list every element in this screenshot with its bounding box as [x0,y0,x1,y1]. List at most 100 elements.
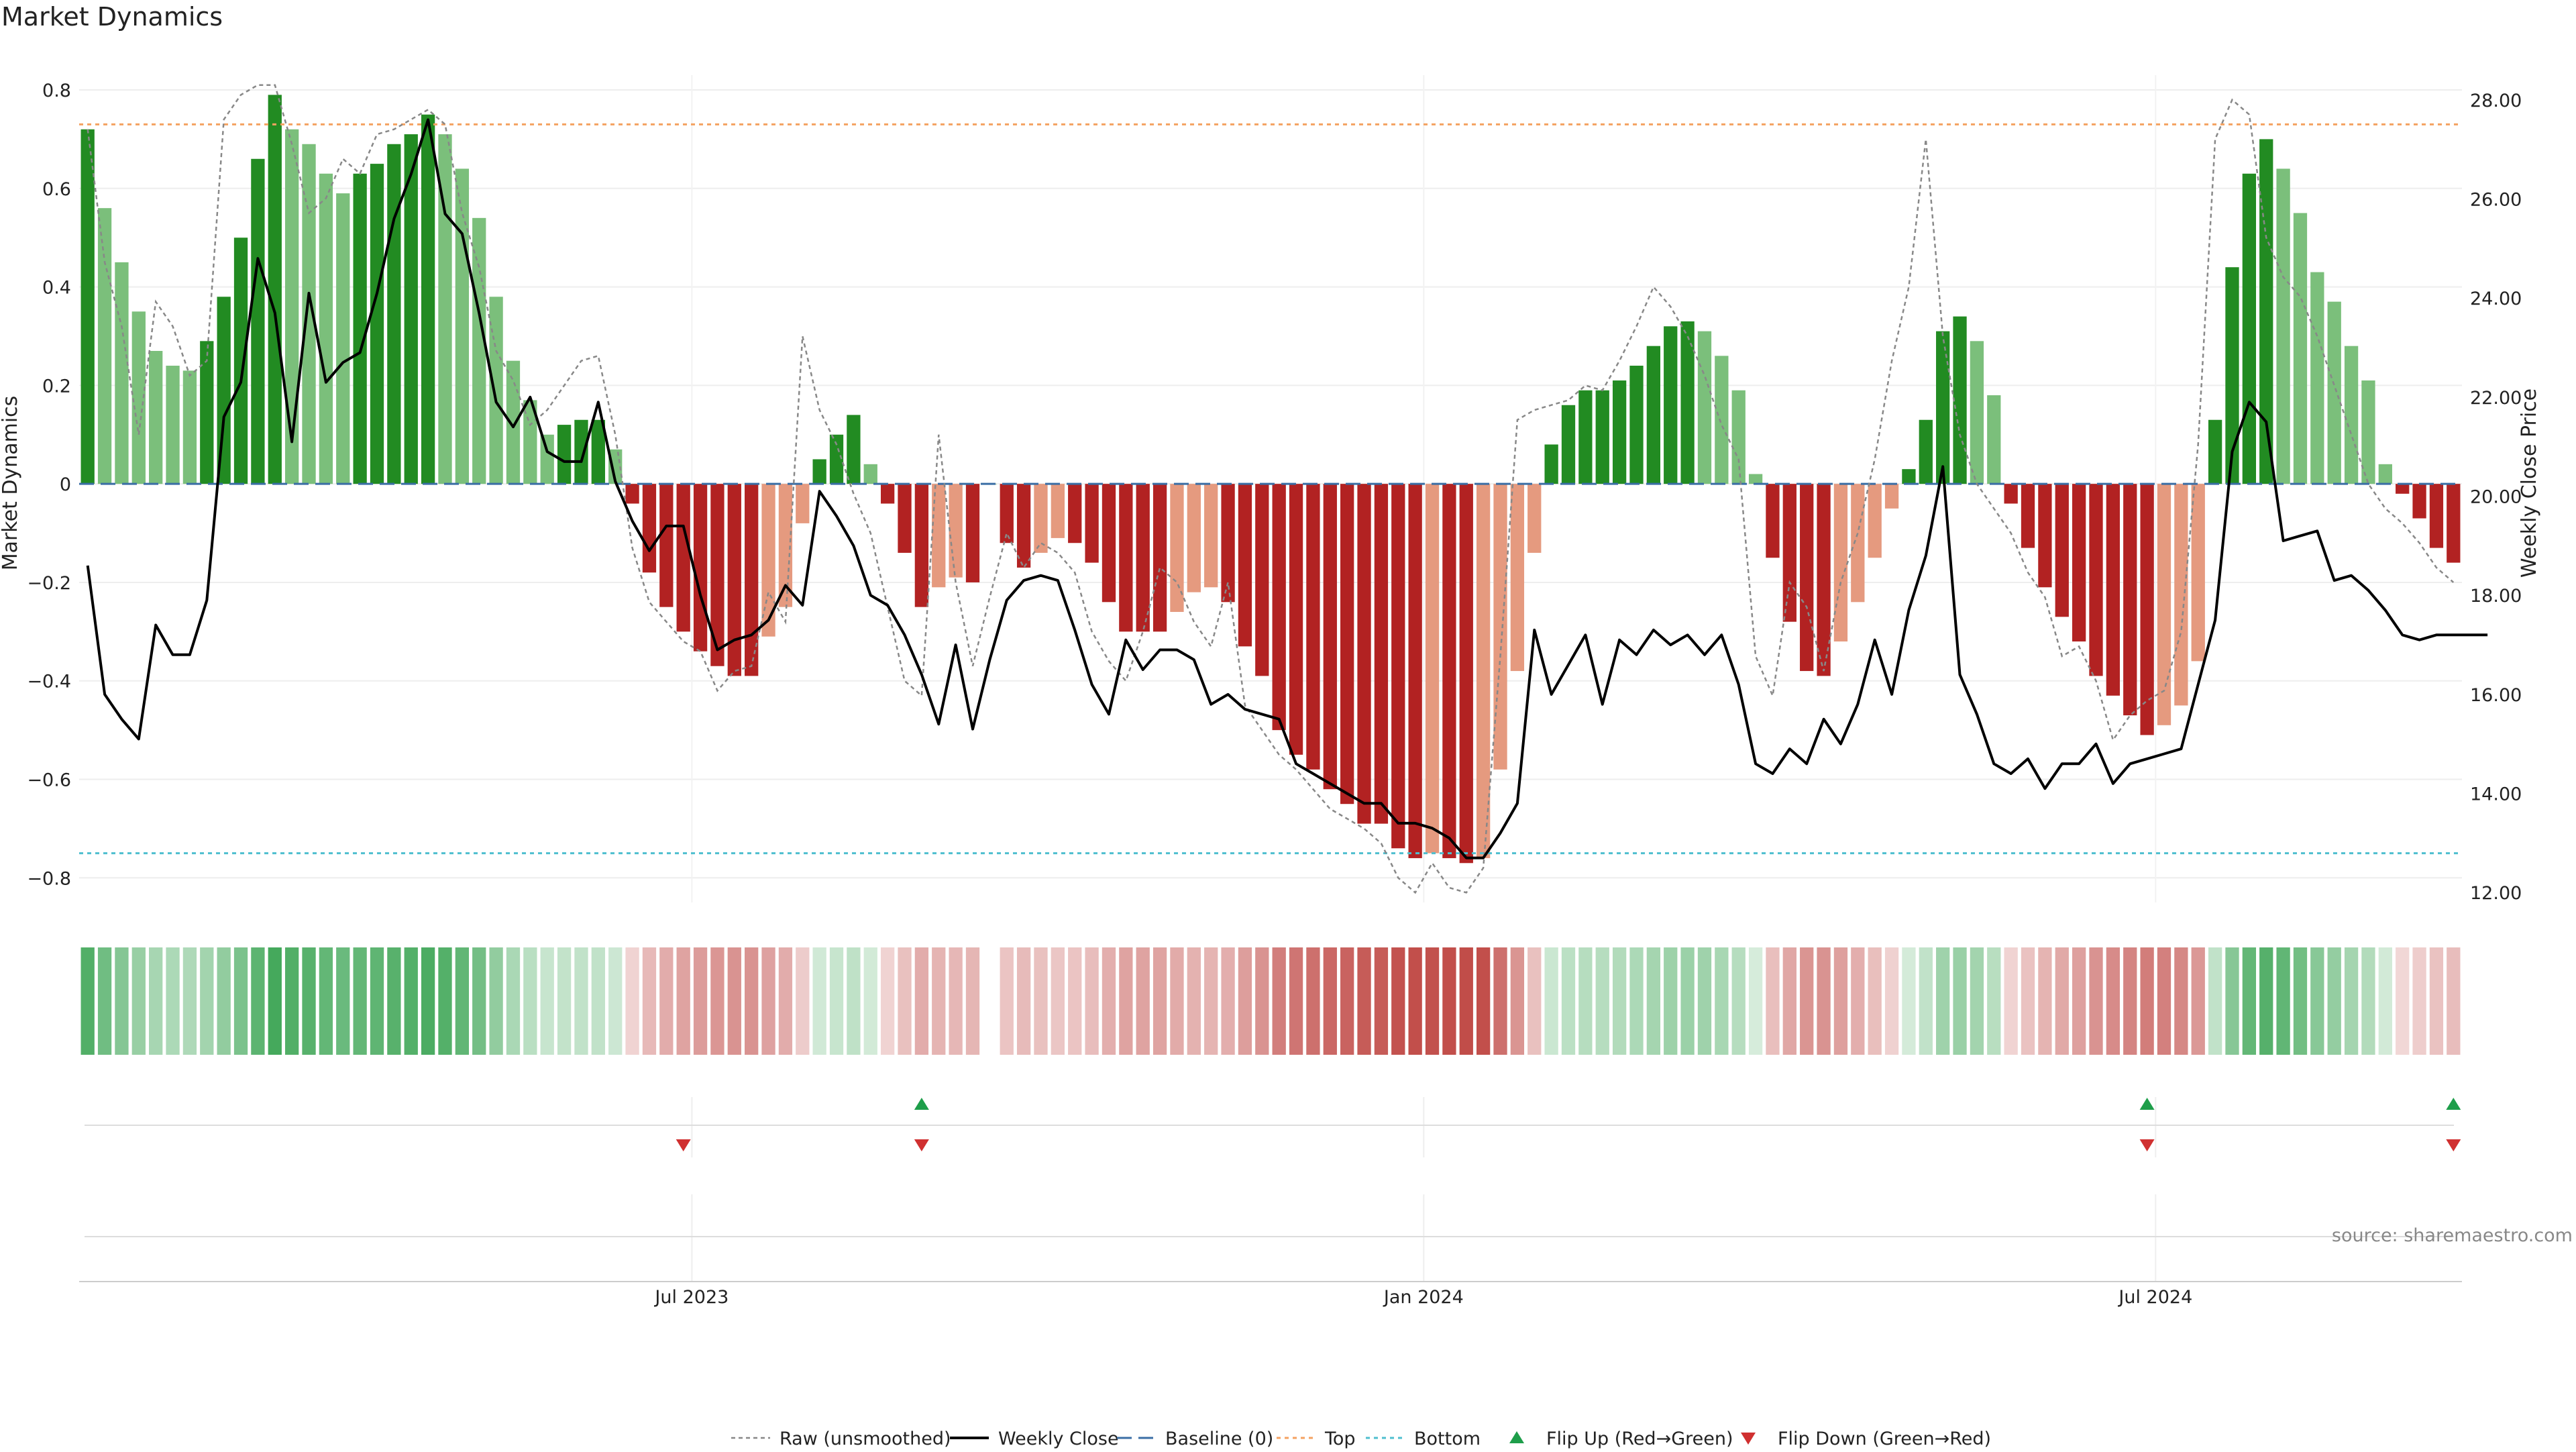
dynamics-bar [489,297,503,484]
dynamics-bar [472,217,486,484]
heatmap-cell [472,947,486,1055]
legend-item: Bottom [1366,1429,1481,1449]
legend-item: Weekly Close [950,1429,1119,1449]
y2-axis-label: Weekly Close Price [2518,388,2541,578]
dynamics-bar [523,400,537,484]
legend-item: Raw (unsmoothed) [731,1429,951,1449]
legend: Raw (unsmoothed) Weekly Close Baseline (0)… [731,1429,1991,1449]
dynamics-bar [676,484,690,632]
heatmap-cell [1136,947,1150,1055]
heatmap-cell [1731,947,1746,1055]
heatmap-cell [2072,947,2086,1055]
heatmap-cell [2174,947,2188,1055]
dynamics-bar [2242,173,2257,484]
dynamics-bar [1459,484,1473,864]
heatmap-cell [404,947,418,1055]
heatmap-cell [1289,947,1303,1055]
heatmap-cell [1748,947,1763,1055]
heatmap-cell [1800,947,1814,1055]
dynamics-bar [1000,484,1014,543]
dynamics-bar [1936,331,1950,484]
heatmap-cell [1493,947,1507,1055]
flip-up-marker [914,1098,929,1110]
heatmap-cell [166,947,180,1055]
legend-label: Bottom [1414,1429,1481,1449]
dynamics-bar [2021,484,2035,548]
dynamics-bar [796,484,810,523]
heatmap-cell [1527,947,1542,1055]
heatmap-cell [608,947,623,1055]
dynamics-bar [149,351,163,484]
heatmap-cell [80,947,95,1055]
dynamics-bar [540,434,554,484]
dynamics-bar [1408,484,1422,858]
heatmap-cell [2004,947,2018,1055]
legend-item: Flip Up (Red→Green) [1509,1429,1733,1449]
heatmap-cell [523,947,537,1055]
dynamics-bar [1272,484,1286,731]
heatmap-cell [370,947,384,1055]
flip-up-marker [2139,1098,2155,1110]
y-axis-label: Market Dynamics [0,396,22,571]
dynamics-bar [761,484,775,637]
dynamics-bar [1102,484,1116,603]
y2-tick-label: 18.00 [2470,586,2522,607]
heatmap-cell [302,947,316,1055]
heatmap-cell [796,947,810,1055]
x-tick-label: Jul 2023 [653,1287,729,1308]
heatmap-cell [727,947,741,1055]
heatmap-strip [80,947,2461,1055]
dynamics-bar [1476,484,1491,858]
dynamics-bar [1238,484,1252,647]
dynamics-bar [2310,272,2324,484]
heatmap-cell [1766,947,1780,1055]
dynamics-bar [233,238,248,484]
dynamics-bar [914,484,929,607]
y2-tick-label: 26.00 [2470,190,2522,211]
dynamics-bar [1970,341,1984,484]
heatmap-cell [829,947,844,1055]
heatmap-cell [778,947,793,1055]
heatmap-cell [1340,947,1354,1055]
dynamics-bar [2140,484,2154,735]
heatmap-cell [1646,947,1661,1055]
dynamics-bar [727,484,741,676]
dynamics-bar [336,193,350,484]
dynamics-bar [2157,484,2171,725]
y-tick-label: 0.6 [42,179,71,200]
heatmap-cell [2412,947,2426,1055]
heatmap-cell [2327,947,2341,1055]
heatmap-cell [1561,947,1576,1055]
dynamics-bar [1289,484,1303,755]
dynamics-bar [1595,390,1609,484]
dynamics-bar [80,129,95,484]
dynamics-bar [2378,464,2392,484]
heatmap-cell [2259,947,2273,1055]
dynamics-bar [2174,484,2188,706]
dynamics-bar [2208,419,2222,484]
heatmap-cell [2242,947,2257,1055]
heatmap-cell [1851,947,1865,1055]
dynamics-bar [2344,346,2359,484]
dynamics-bar [2191,484,2205,662]
heatmap-cell [506,947,521,1055]
dynamics-bar [455,168,470,484]
heatmap-cell [965,947,980,1055]
dynamics-bar [1510,484,1525,672]
heatmap-cell [1664,947,1678,1055]
heatmap-cell [2293,947,2308,1055]
heatmap-cell [182,947,197,1055]
y2-tick-label: 16.00 [2470,685,2522,706]
heatmap-cell [1595,947,1609,1055]
heatmap-cell [1408,947,1422,1055]
dynamics-bar [1782,484,1796,622]
axis-ticks: 0.8 0.6 0.4 0.2 0 −0.2 −0.4 −0.6 −0.8 28.00 26.00 2… [27,81,2522,1308]
dynamics-bar [421,114,435,484]
dynamics-bar [1255,484,1269,676]
heatmap-cell [1374,947,1389,1055]
dynamics-bar [2327,301,2341,484]
dynamics-bar [2055,484,2069,617]
heatmap-cell [2396,947,2410,1055]
dynamics-bar [1766,484,1780,558]
